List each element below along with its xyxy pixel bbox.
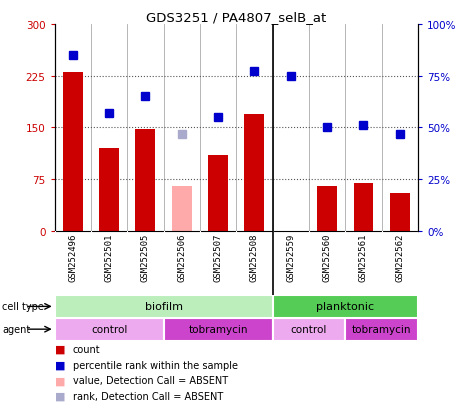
Bar [135,129,155,231]
Bar [172,187,192,231]
Text: ■: ■ [55,360,65,370]
Bar [208,156,228,231]
Bar [317,187,337,231]
Bar [390,193,410,231]
Bar [63,73,83,231]
Text: GSM252562: GSM252562 [395,233,404,281]
Text: tobramycin: tobramycin [352,324,411,335]
Bar [273,318,345,341]
Text: count: count [73,344,100,354]
Text: GSM252506: GSM252506 [177,233,186,281]
Bar [99,149,119,231]
Text: control: control [291,324,327,335]
Text: cell type: cell type [2,301,44,312]
Text: percentile rank within the sample: percentile rank within the sample [73,360,238,370]
Text: GSM252508: GSM252508 [250,233,259,281]
Bar [55,295,273,318]
Text: ■: ■ [55,391,65,401]
Text: GSM252560: GSM252560 [323,233,332,281]
Text: value, Detection Call = ABSENT: value, Detection Call = ABSENT [73,375,228,385]
Title: GDS3251 / PA4807_selB_at: GDS3251 / PA4807_selB_at [146,11,326,24]
Text: GSM252507: GSM252507 [214,233,223,281]
Text: agent: agent [2,324,30,335]
Bar [345,318,418,341]
Text: planktonic: planktonic [316,301,374,312]
Text: GSM252561: GSM252561 [359,233,368,281]
Text: ■: ■ [55,375,65,385]
Text: GSM252505: GSM252505 [141,233,150,281]
Text: rank, Detection Call = ABSENT: rank, Detection Call = ABSENT [73,391,223,401]
Bar [163,318,273,341]
Text: GSM252496: GSM252496 [68,233,77,281]
Text: tobramycin: tobramycin [189,324,248,335]
Bar [353,183,373,231]
Text: biofilm: biofilm [144,301,182,312]
Text: GSM252559: GSM252559 [286,233,295,281]
Bar [55,318,163,341]
Text: ■: ■ [55,344,65,354]
Text: GSM252501: GSM252501 [104,233,114,281]
Text: control: control [91,324,127,335]
Bar [273,295,418,318]
Bar [245,114,265,231]
